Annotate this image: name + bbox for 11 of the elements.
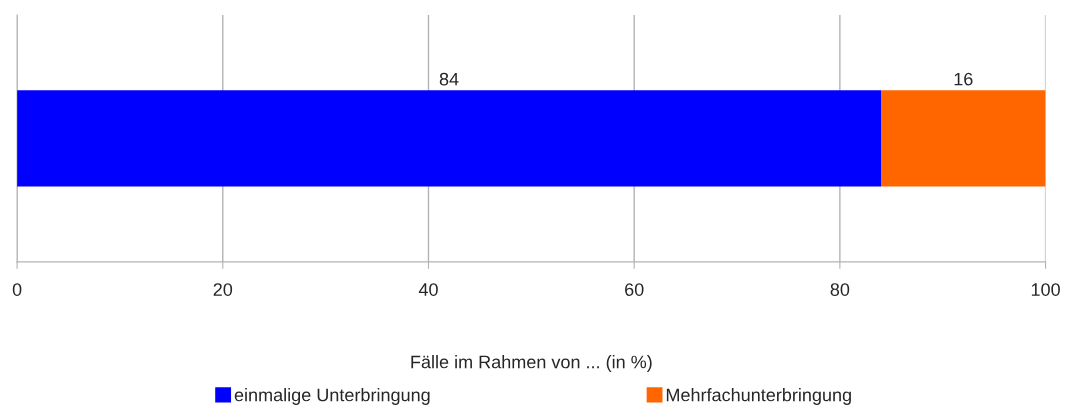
x-tick-label: 20 — [213, 283, 233, 296]
x-tick-label: 0 — [12, 283, 22, 296]
legend-label: Mehrfachunterbringung — [666, 388, 851, 405]
data-label: 16 — [954, 72, 973, 86]
x-tick-label: 40 — [418, 283, 438, 296]
x-tick-label: 80 — [830, 283, 850, 296]
data-label: 84 — [439, 72, 459, 86]
x-tick-label: 100 — [1031, 283, 1060, 296]
legend-label: einmalige Unterbringung — [234, 388, 430, 405]
x-axis-title: Fälle im Rahmen von ... (in %) — [411, 355, 652, 372]
x-tick-label: 60 — [625, 283, 644, 296]
